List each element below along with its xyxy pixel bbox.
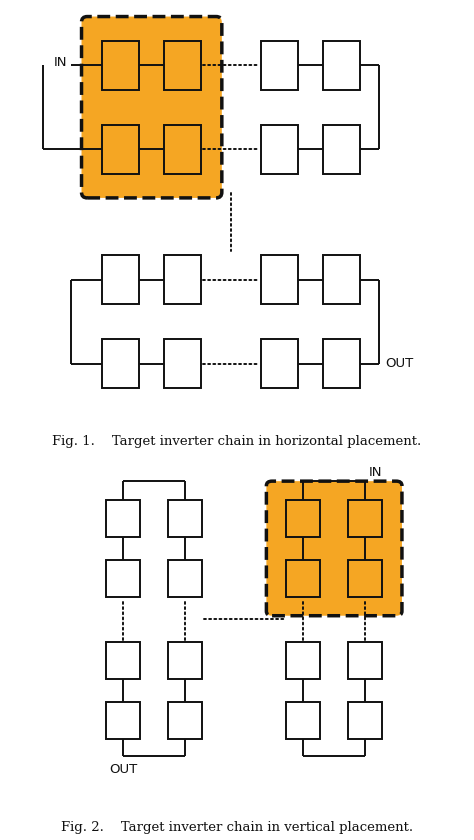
- Bar: [102, 339, 139, 388]
- Text: Fig. 2.    Target inverter chain in vertical placement.: Fig. 2. Target inverter chain in vertica…: [61, 822, 413, 834]
- Bar: [261, 255, 298, 304]
- Bar: [164, 124, 201, 174]
- Bar: [168, 642, 202, 680]
- Bar: [261, 124, 298, 174]
- Bar: [323, 124, 360, 174]
- Bar: [164, 339, 201, 388]
- Bar: [323, 339, 360, 388]
- Bar: [102, 255, 139, 304]
- Bar: [106, 500, 140, 538]
- Text: Fig. 1.    Target inverter chain in horizontal placement.: Fig. 1. Target inverter chain in horizon…: [52, 434, 422, 448]
- Bar: [348, 559, 382, 597]
- Text: IN: IN: [369, 466, 382, 480]
- Bar: [102, 41, 139, 90]
- Bar: [168, 559, 202, 597]
- FancyBboxPatch shape: [266, 481, 402, 616]
- Text: OUT: OUT: [385, 357, 413, 370]
- Bar: [106, 701, 140, 739]
- Bar: [286, 500, 320, 538]
- Bar: [286, 701, 320, 739]
- Bar: [164, 255, 201, 304]
- Bar: [323, 255, 360, 304]
- Bar: [102, 124, 139, 174]
- Text: OUT: OUT: [109, 763, 137, 775]
- Bar: [168, 701, 202, 739]
- Bar: [106, 642, 140, 680]
- Bar: [286, 559, 320, 597]
- Text: IN: IN: [54, 56, 67, 70]
- Bar: [261, 41, 298, 90]
- Bar: [348, 701, 382, 739]
- Bar: [323, 41, 360, 90]
- Bar: [164, 41, 201, 90]
- FancyBboxPatch shape: [82, 17, 222, 198]
- Bar: [106, 559, 140, 597]
- Bar: [348, 500, 382, 538]
- Bar: [261, 339, 298, 388]
- Bar: [286, 642, 320, 680]
- Bar: [168, 500, 202, 538]
- Bar: [348, 642, 382, 680]
